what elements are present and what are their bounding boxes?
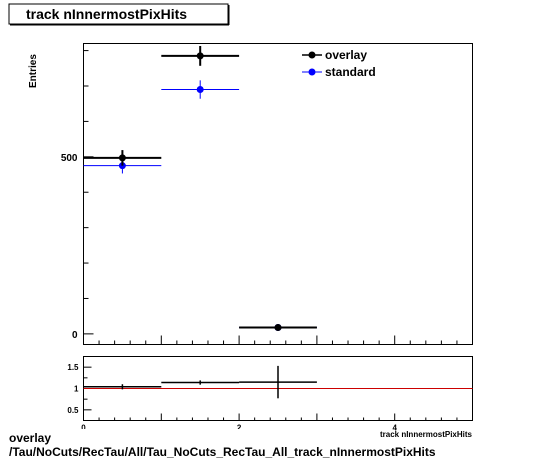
legend-label-standard: standard: [325, 65, 376, 79]
y-axis-label: Entries: [28, 54, 39, 88]
ratio-y-tick-label: 0.5: [67, 406, 79, 415]
ratio-data-points: [83, 365, 317, 399]
main-axis-ticks: 0 500: [61, 50, 458, 345]
main-y-tick-label: 0: [72, 330, 78, 341]
footer-line-2: /Tau/NoCuts/RecTau/All/Tau_NoCuts_RecTau…: [9, 445, 436, 459]
ratio-x-tick-label: 0: [81, 424, 86, 433]
ratio-axis-ticks: 0.5 1 1.5 0 2 4: [67, 363, 458, 433]
x-axis-label: track nInnermostPixHits: [380, 430, 473, 439]
data-point-overlay: [196, 52, 204, 60]
main-plot-frame: [83, 43, 473, 345]
footer-line-1: overlay: [9, 431, 52, 445]
data-point-standard: [196, 86, 204, 94]
legend-item-standard: standard: [302, 65, 376, 79]
legend: overlay standard: [302, 48, 376, 79]
legend-label-overlay: overlay: [325, 48, 367, 62]
main-data-points: [83, 45, 317, 332]
ratio-y-tick-label: 1: [74, 385, 79, 394]
chart-title: track nInnermostPixHits: [26, 6, 187, 22]
main-y-tick-label: 500: [61, 153, 78, 164]
legend-item-overlay: overlay: [302, 48, 367, 62]
ratio-x-tick-label: 2: [237, 424, 242, 433]
data-point-overlay: [118, 154, 126, 162]
data-point-overlay: [274, 324, 282, 332]
ratio-y-tick-label: 1.5: [67, 363, 79, 372]
ratio-x-tick-label: 4: [392, 424, 397, 433]
chart-title-box: track nInnermostPixHits: [8, 3, 230, 26]
